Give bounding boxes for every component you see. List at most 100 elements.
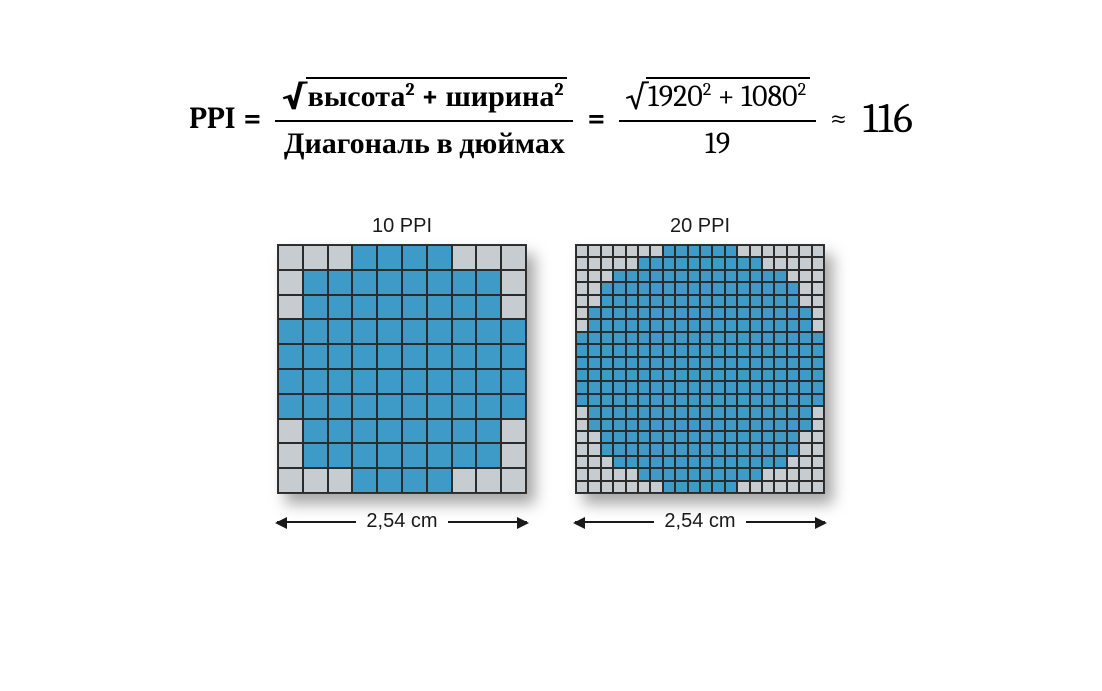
- pixel-cell: [650, 270, 662, 282]
- pixel-cell: [737, 295, 749, 307]
- pixel-cell: [476, 344, 501, 369]
- pixel-cell: [452, 443, 477, 468]
- pixel-cell: [402, 443, 427, 468]
- pixel-cell: [601, 270, 613, 282]
- pixel-cell: [601, 369, 613, 381]
- pixel-cell: [663, 332, 675, 344]
- pixel-cell: [774, 468, 786, 480]
- pixel-cell: [787, 282, 799, 294]
- pixel-cell: [501, 394, 526, 419]
- pixel-cell: [812, 481, 824, 493]
- pixel-cell: [588, 443, 600, 455]
- pixel-cell: [737, 406, 749, 418]
- pixel-cell: [427, 319, 452, 344]
- pixel-cell: [737, 344, 749, 356]
- pixel-cell: [328, 245, 353, 270]
- pixel-cell: [303, 319, 328, 344]
- pixel-cell: [638, 245, 650, 257]
- pixel-cell: [812, 369, 824, 381]
- pixel-cell: [650, 419, 662, 431]
- pixel-cell: [588, 369, 600, 381]
- dimension-20ppi: 2,54 cm: [575, 510, 825, 533]
- pixel-cell: [688, 295, 700, 307]
- pixel-cell: [750, 257, 762, 269]
- pixel-cell: [737, 357, 749, 369]
- pixel-cell: [737, 270, 749, 282]
- pixel-cell: [675, 394, 687, 406]
- pixel-cell: [787, 431, 799, 443]
- pixel-cell: [688, 381, 700, 393]
- pixel-cell: [700, 332, 712, 344]
- pixel-cell: [476, 443, 501, 468]
- pixel-cell: [328, 295, 353, 320]
- pixel-cell: [725, 406, 737, 418]
- pixel-cell: [588, 394, 600, 406]
- pixel-cell: [638, 468, 650, 480]
- formula-lhs: PPI: [189, 101, 235, 136]
- pixel-cell: [613, 419, 625, 431]
- pixel-cell: [688, 257, 700, 269]
- pixel-cell: [303, 344, 328, 369]
- pixel-cell: [601, 431, 613, 443]
- pixel-cell: [675, 257, 687, 269]
- pixel-cell: [663, 369, 675, 381]
- plus: +: [421, 79, 439, 114]
- pixel-cell: [700, 369, 712, 381]
- pixel-cell: [303, 394, 328, 419]
- pixel-cell: [377, 295, 402, 320]
- fraction-bar: [619, 120, 816, 122]
- pixel-cell: [601, 419, 613, 431]
- pixel-cell: [452, 270, 477, 295]
- pixel-cell: [675, 307, 687, 319]
- pixel-cell: [787, 369, 799, 381]
- pixel-cell: [638, 394, 650, 406]
- pixel-cell: [638, 307, 650, 319]
- pixel-cell: [303, 443, 328, 468]
- pixel-cell: [799, 357, 811, 369]
- pixel-cell: [675, 381, 687, 393]
- pixel-cell: [588, 419, 600, 431]
- equals-sign-1: =: [243, 101, 261, 136]
- pixel-cell: [725, 481, 737, 493]
- pixel-cell: [626, 295, 638, 307]
- pixel-cell: [278, 468, 303, 493]
- pixel-cell: [787, 295, 799, 307]
- pixel-cell: [799, 369, 811, 381]
- pixel-cell: [613, 295, 625, 307]
- pixel-cell: [774, 394, 786, 406]
- grid-10ppi: [277, 244, 527, 494]
- pixel-cell: [688, 357, 700, 369]
- pixel-cell: [476, 369, 501, 394]
- pixel-cell: [601, 381, 613, 393]
- pixel-cell: [812, 332, 824, 344]
- pixel-cell: [402, 344, 427, 369]
- pixel-cell: [626, 270, 638, 282]
- pixel-cell: [650, 481, 662, 493]
- denominator-numeric: 19: [699, 124, 736, 163]
- pixel-cell: [675, 431, 687, 443]
- pixel-cell: [613, 319, 625, 331]
- pixel-cell: [576, 332, 588, 344]
- pixel-cell: [750, 344, 762, 356]
- pixel-cell: [626, 381, 638, 393]
- pixel-cell: [774, 332, 786, 344]
- pixel-cell: [774, 257, 786, 269]
- pixel-cell: [774, 270, 786, 282]
- pixel-cell: [700, 406, 712, 418]
- pixel-cell: [787, 468, 799, 480]
- pixel-cell: [402, 295, 427, 320]
- pixel-cell: [787, 319, 799, 331]
- dimension-label: 2,54 cm: [654, 510, 745, 533]
- pixel-cell: [750, 394, 762, 406]
- pixel-cell: [712, 406, 724, 418]
- pixel-cell: [650, 319, 662, 331]
- pixel-cell: [278, 270, 303, 295]
- pixel-cell: [675, 295, 687, 307]
- pixel-cell: [650, 307, 662, 319]
- pixel-cell: [638, 406, 650, 418]
- pixel-cell: [613, 257, 625, 269]
- pixel-cell: [737, 419, 749, 431]
- pixel-cell: [650, 406, 662, 418]
- pixel-cell: [675, 332, 687, 344]
- pixel-cell: [638, 369, 650, 381]
